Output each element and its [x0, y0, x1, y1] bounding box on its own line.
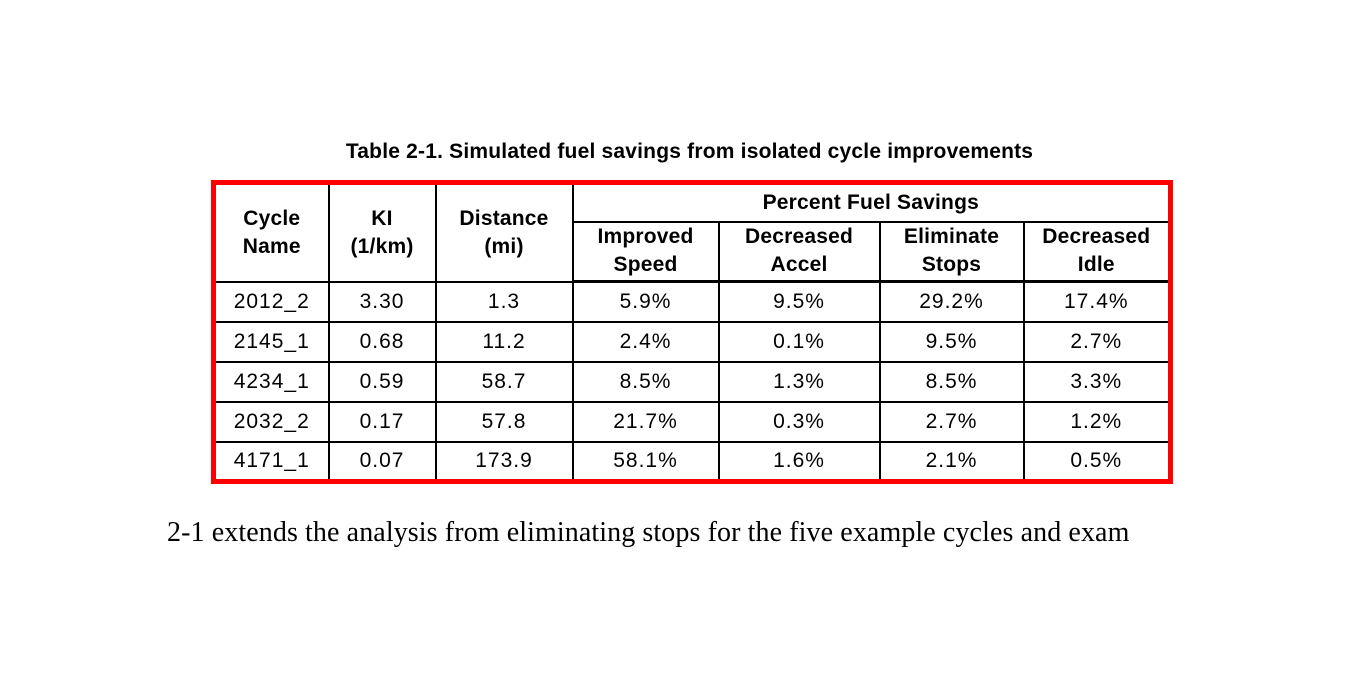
cell-eliminate-stops: 9.5%	[878, 320, 1025, 363]
cell-cycle-name: 2145_1	[212, 320, 330, 363]
cell-eliminate-stops: 2.1%	[878, 440, 1025, 483]
cell-distance: 173.9	[434, 440, 574, 483]
cell-decreased-accel: 1.3%	[717, 360, 881, 403]
cell-eliminate-stops: 2.7%	[878, 400, 1025, 443]
col-header-cycle-name: Cycle Name	[212, 181, 330, 283]
cell-decreased-accel: 1.6%	[717, 440, 881, 483]
cell-improved-speed: 21.7%	[571, 400, 720, 443]
fuel-savings-table: Cycle Name KI (1/km) Distance (mi) Perce…	[211, 180, 1174, 484]
cell-decreased-idle: 3.3%	[1022, 360, 1172, 403]
cell-distance: 57.8	[434, 400, 574, 443]
cell-cycle-name: 4171_1	[212, 440, 330, 483]
cell-decreased-idle: 2.7%	[1022, 320, 1172, 363]
cell-decreased-accel: 0.1%	[717, 320, 881, 363]
cell-improved-speed: 5.9%	[571, 280, 720, 323]
cell-cycle-name: 2012_2	[212, 280, 330, 323]
cell-cycle-name: 4234_1	[212, 360, 330, 403]
cell-improved-speed: 58.1%	[571, 440, 720, 483]
cell-ki: 0.68	[327, 320, 437, 363]
cell-eliminate-stops: 29.2%	[878, 280, 1025, 323]
col-header-percent-fuel-savings: Percent Fuel Savings	[571, 181, 1172, 223]
cell-decreased-idle: 17.4%	[1022, 280, 1172, 323]
col-header-ki: KI (1/km)	[327, 181, 437, 283]
body-paragraph-fragment: 2-1 extends the analysis from eliminatin…	[167, 517, 1130, 548]
cell-decreased-idle: 0.5%	[1022, 440, 1172, 483]
col-header-decreased-idle: Decreased Idle	[1022, 220, 1172, 283]
cell-decreased-accel: 0.3%	[717, 400, 881, 443]
col-header-decreased-accel: Decreased Accel	[717, 220, 881, 283]
col-header-distance: Distance (mi)	[434, 181, 574, 283]
cell-distance: 58.7	[434, 360, 574, 403]
cell-distance: 11.2	[434, 320, 574, 363]
table-row: 4234_1 0.59 58.7 8.5% 1.3% 8.5% 3.3%	[212, 360, 1172, 403]
col-header-eliminate-stops: Eliminate Stops	[878, 220, 1025, 283]
cell-eliminate-stops: 8.5%	[878, 360, 1025, 403]
header-row-group: Cycle Name KI (1/km) Distance (mi) Perce…	[212, 181, 1172, 283]
header-row-sub: Improved Speed Decreased Accel Eliminate…	[214, 220, 1172, 283]
cell-ki: 0.17	[327, 400, 437, 443]
cell-decreased-idle: 1.2%	[1022, 400, 1172, 443]
cell-decreased-accel: 9.5%	[717, 280, 881, 323]
col-header-improved-speed: Improved Speed	[571, 220, 720, 283]
cell-improved-speed: 2.4%	[571, 320, 720, 363]
table-row: 2012_2 3.30 1.3 5.9% 9.5% 29.2% 17.4%	[212, 280, 1172, 323]
cell-distance: 1.3	[434, 280, 574, 323]
table-row: 2145_1 0.68 11.2 2.4% 0.1% 9.5% 2.7%	[212, 320, 1172, 363]
table-row: 2032_2 0.17 57.8 21.7% 0.3% 2.7% 1.2%	[212, 400, 1172, 443]
table-row: 4171_1 0.07 173.9 58.1% 1.6% 2.1% 0.5%	[212, 440, 1172, 483]
cell-ki: 0.59	[327, 360, 437, 403]
table-caption: Table 2-1. Simulated fuel savings from i…	[345, 140, 1034, 163]
cell-ki: 0.07	[327, 440, 437, 483]
cell-ki: 3.30	[327, 280, 437, 323]
cell-cycle-name: 2032_2	[212, 400, 330, 443]
cell-improved-speed: 8.5%	[571, 360, 720, 403]
